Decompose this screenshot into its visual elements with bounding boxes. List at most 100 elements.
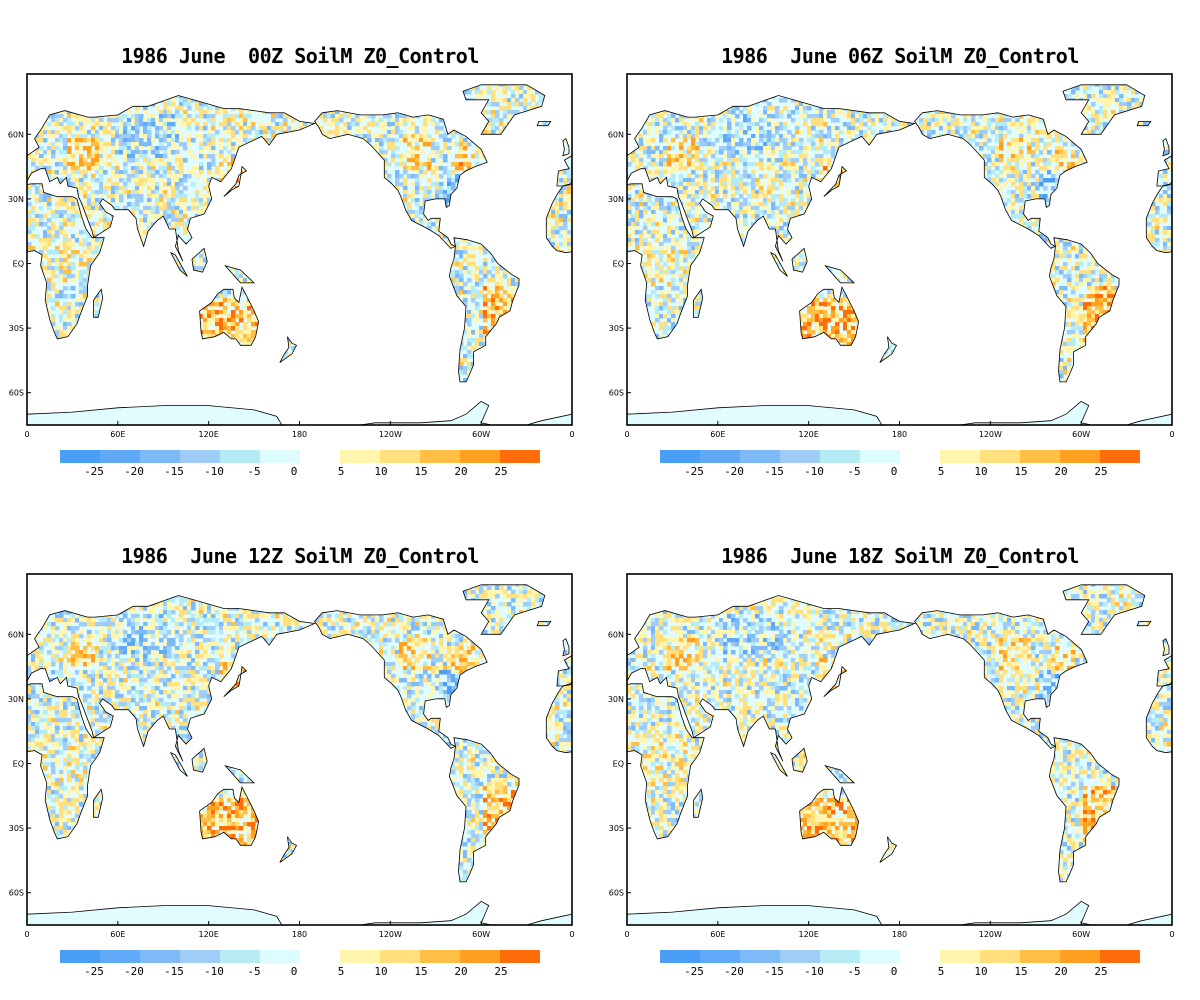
field-cell	[175, 190, 180, 195]
field-cell	[71, 206, 76, 211]
field-cell	[347, 122, 352, 127]
field-cell	[207, 162, 212, 167]
field-cell	[511, 282, 516, 287]
field-cell	[79, 290, 84, 295]
field-cell	[283, 118, 288, 123]
field-cell	[415, 186, 420, 191]
field-cell	[63, 158, 68, 163]
field-cell	[63, 202, 68, 207]
field-cell	[479, 90, 484, 95]
field-cell	[35, 166, 40, 171]
field-cell	[43, 254, 48, 259]
field-cell	[459, 142, 464, 147]
field-cell	[171, 114, 176, 119]
field-cell	[559, 202, 564, 207]
field-cell	[495, 282, 500, 287]
field-cell	[119, 174, 124, 179]
field-cell	[171, 194, 176, 199]
field-cell	[175, 210, 180, 215]
field-cell	[231, 154, 236, 159]
field-cell	[223, 130, 228, 135]
field-cell	[495, 266, 500, 271]
field-cell	[103, 214, 108, 219]
field-cell	[555, 206, 560, 211]
field-cell	[63, 118, 68, 123]
field-cell	[99, 218, 104, 223]
field-cell	[59, 218, 64, 223]
field-cell	[167, 214, 172, 219]
field-cell	[563, 190, 568, 195]
field-cell	[131, 138, 136, 143]
field-cell	[79, 134, 84, 139]
field-cell	[495, 84, 500, 87]
field-cell	[175, 130, 180, 135]
field-cell	[179, 138, 184, 143]
field-cell	[211, 114, 216, 119]
field-cell	[299, 122, 304, 127]
field-cell	[359, 134, 364, 139]
field-cell	[195, 106, 200, 111]
field-cell	[463, 90, 468, 95]
field-cell	[291, 118, 296, 123]
field-cell	[179, 102, 184, 107]
field-cell	[135, 206, 140, 211]
field-cell	[239, 122, 244, 127]
field-cell	[251, 122, 256, 127]
field-cell	[147, 146, 152, 151]
field-cell	[467, 254, 472, 259]
field-cell	[107, 162, 112, 167]
field-cell	[67, 222, 72, 227]
field-cell	[411, 198, 416, 203]
field-cell	[259, 122, 264, 127]
field-cell	[167, 114, 172, 119]
field-cell	[151, 210, 156, 215]
field-cell	[83, 282, 88, 287]
field-cell	[63, 278, 68, 283]
field-cell	[487, 86, 492, 91]
field-cell	[103, 170, 108, 175]
field-cell	[491, 126, 496, 131]
field-cell	[439, 118, 444, 123]
field-cell	[55, 230, 60, 235]
field-cell	[187, 170, 192, 175]
field-cell	[103, 186, 108, 191]
field-cell	[83, 230, 88, 235]
field-cell	[383, 122, 388, 127]
field-cell	[87, 250, 92, 255]
field-cell	[127, 138, 132, 143]
field-cell	[135, 178, 140, 183]
field-cell	[523, 94, 528, 99]
field-cell	[59, 178, 64, 183]
field-cell	[63, 266, 68, 271]
field-cell	[247, 126, 252, 131]
field-cell	[227, 150, 232, 155]
field-cell	[187, 118, 192, 123]
field-cell	[151, 162, 156, 167]
field-cell	[547, 222, 552, 227]
field-cell	[231, 134, 236, 139]
field-cell	[79, 274, 84, 279]
field-cell	[499, 274, 504, 279]
field-cell	[451, 274, 456, 279]
field-cell	[151, 178, 156, 183]
field-cell	[215, 170, 220, 175]
field-cell	[431, 118, 436, 123]
field-cell	[39, 130, 44, 135]
field-cell	[59, 202, 64, 207]
field-cell	[527, 106, 532, 111]
field-cell	[95, 190, 100, 195]
field-cell	[63, 250, 68, 255]
field-cell	[79, 190, 84, 195]
field-cell	[403, 138, 408, 143]
field-cell	[131, 166, 136, 171]
field-cell	[239, 278, 244, 283]
field-cell	[163, 114, 168, 119]
field-cell	[331, 110, 336, 115]
field-cell	[243, 274, 248, 279]
field-cell	[195, 210, 200, 215]
field-cell	[479, 266, 484, 271]
field-cell	[483, 270, 488, 275]
field-cell	[167, 162, 172, 167]
field-cell	[79, 130, 84, 135]
field-cell	[555, 226, 560, 231]
